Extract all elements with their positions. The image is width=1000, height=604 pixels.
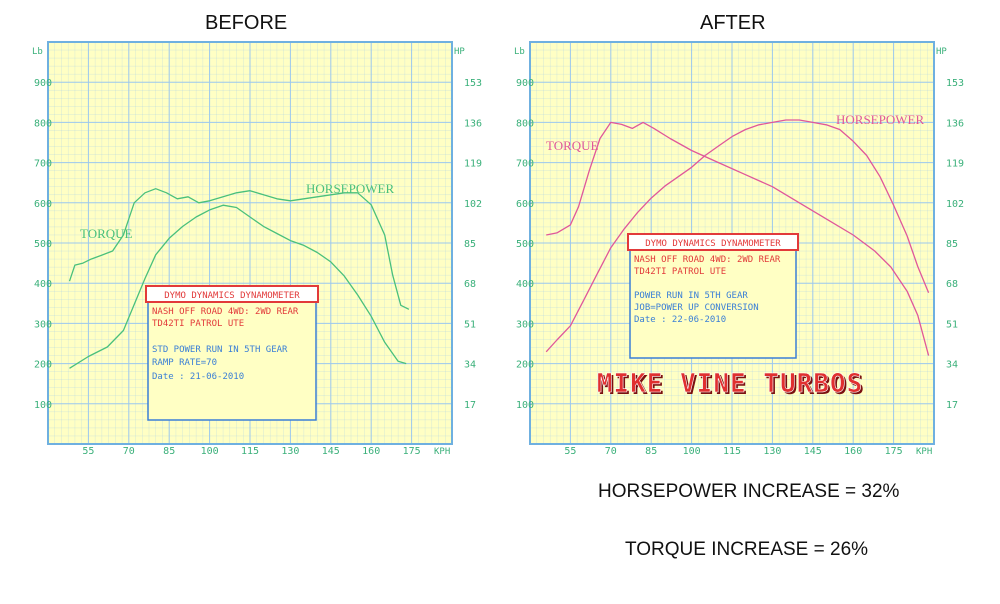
after-y-left-tick-label: 100 (516, 400, 534, 411)
after-y-left-tick-label: 700 (516, 159, 534, 170)
after-info-line-vehicle: TD42TI PATROL UTE (634, 267, 726, 277)
before-y-left-tick-label: 500 (34, 239, 52, 250)
after-torque-label: TORQUE (546, 138, 599, 153)
after-y-right-tick-label: 136 (946, 118, 964, 129)
before-y-left-tick-label: 300 (34, 319, 52, 330)
before-horsepower-label: HORSEPOWER (306, 181, 394, 196)
after-y-left-tick-label: 800 (516, 118, 534, 129)
after-x-tick-label: 100 (683, 446, 701, 457)
brand-logo-text: MIKE VINE TURBOS (597, 369, 863, 399)
after-x-tick-label: 175 (885, 446, 903, 457)
before-info-box-header: DYMO DYNAMICS DYNAMOMETER (164, 291, 300, 301)
after-y-left-tick-label: 200 (516, 360, 534, 371)
before-x-axis-unit: KPH (434, 447, 450, 457)
after-x-tick-label: 55 (564, 446, 576, 457)
before-y-left-tick-label: 800 (34, 118, 52, 129)
after-horsepower-label: HORSEPOWER (836, 112, 924, 127)
after-torque-curve (546, 121, 930, 356)
after-y-right-tick-label: 119 (946, 159, 964, 170)
before-info-line-vehicle: TD42TI PATROL UTE (152, 319, 244, 329)
before-right-axis-unit: HP (454, 47, 465, 57)
after-left-axis-unit: Lb (514, 47, 525, 57)
before-y-right-tick-label: 17 (464, 400, 476, 411)
before-y-left-tick-label: 700 (34, 159, 52, 170)
before-info-line-date: Date : 21-06-2010 (152, 372, 244, 382)
before-y-left-tick-label: 200 (34, 360, 52, 371)
after-y-right-tick-label: 85 (946, 239, 958, 250)
after-info-box-header: DYMO DYNAMICS DYNAMOMETER (645, 239, 781, 249)
before-y-right-tick-label: 153 (464, 78, 482, 89)
before-info-line-run: STD POWER RUN IN 5TH GEAR (152, 345, 288, 355)
after-y-right-tick-label: 102 (946, 199, 964, 210)
before-x-tick-label: 55 (82, 446, 94, 457)
brand-logo-shadow: MIKE VINE TURBOS (599, 371, 865, 401)
after-info-box-header-frame (627, 233, 799, 251)
after-y-right-tick-label: 17 (946, 400, 958, 411)
before-horsepower-curve (69, 204, 407, 369)
after-y-left-tick-label: 500 (516, 239, 534, 250)
before-info-box-header-frame (145, 285, 319, 303)
before-x-tick-label: 115 (241, 446, 259, 457)
horsepower-increase-text: HORSEPOWER INCREASE = 32% (598, 481, 900, 502)
after-x-tick-label: 130 (763, 446, 781, 457)
before-info-line-customer: NASH OFF ROAD 4WD: 2WD REAR (152, 307, 299, 317)
after-chart-title: AFTER (700, 12, 766, 34)
before-x-tick-label: 175 (403, 446, 421, 457)
before-y-right-tick-label: 85 (464, 239, 476, 250)
after-x-tick-label: 145 (804, 446, 822, 457)
after-x-axis-unit: KPH (916, 447, 932, 457)
before-torque-label: TORQUE (80, 226, 133, 241)
after-y-right-tick-label: 51 (946, 319, 958, 330)
before-x-tick-label: 100 (201, 446, 219, 457)
before-x-tick-label: 160 (362, 446, 380, 457)
after-y-right-tick-label: 68 (946, 279, 958, 290)
after-info-line-job: JOB=POWER UP CONVERSION (634, 303, 759, 313)
before-x-tick-label: 70 (123, 446, 135, 457)
after-info-box (629, 249, 797, 359)
after-x-tick-label: 160 (844, 446, 862, 457)
after-y-left-tick-label: 600 (516, 199, 534, 210)
before-y-left-tick-label: 100 (34, 400, 52, 411)
before-x-tick-label: 130 (281, 446, 299, 457)
before-y-left-tick-label: 900 (34, 78, 52, 89)
before-y-left-tick-label: 600 (34, 199, 52, 210)
after-x-tick-label: 115 (723, 446, 741, 457)
before-y-right-tick-label: 102 (464, 199, 482, 210)
before-x-tick-label: 145 (322, 446, 340, 457)
before-info-box (147, 301, 317, 421)
before-left-axis-unit: Lb (32, 47, 43, 57)
after-y-left-tick-label: 900 (516, 78, 534, 89)
before-y-right-tick-label: 136 (464, 118, 482, 129)
before-torque-curve (68, 188, 410, 310)
after-plot-frame (529, 41, 935, 445)
before-y-right-tick-label: 34 (464, 360, 476, 371)
after-info-line-run: POWER RUN IN 5TH GEAR (634, 291, 748, 301)
before-x-tick-label: 85 (163, 446, 175, 457)
after-info-line-customer: NASH OFF ROAD 4WD: 2WD REAR (634, 255, 781, 265)
after-y-right-tick-label: 153 (946, 78, 964, 89)
before-y-right-tick-label: 68 (464, 279, 476, 290)
after-x-tick-label: 70 (605, 446, 617, 457)
after-horsepower-curve (545, 119, 930, 353)
after-y-left-tick-label: 300 (516, 319, 534, 330)
after-x-tick-label: 85 (645, 446, 657, 457)
before-info-line-job: RAMP RATE=70 (152, 358, 217, 368)
before-plot-frame (47, 41, 453, 445)
after-y-right-tick-label: 34 (946, 360, 958, 371)
before-y-right-tick-label: 51 (464, 319, 476, 330)
after-right-axis-unit: HP (936, 47, 947, 57)
torque-increase-text: TORQUE INCREASE = 26% (625, 539, 869, 560)
before-y-right-tick-label: 119 (464, 159, 482, 170)
before-y-left-tick-label: 400 (34, 279, 52, 290)
before-chart-title: BEFORE (205, 12, 288, 34)
after-info-line-date: Date : 22-06-2010 (634, 315, 726, 325)
after-y-left-tick-label: 400 (516, 279, 534, 290)
